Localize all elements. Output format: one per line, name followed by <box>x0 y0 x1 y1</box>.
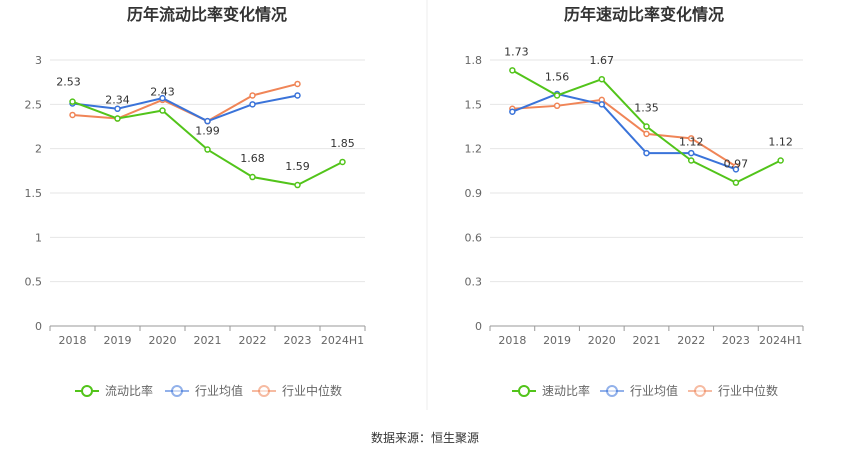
data-label: 1.12 <box>768 135 793 148</box>
x-tick-label: 2021 <box>194 334 222 347</box>
legend-item[interactable]: 行业中位数 <box>252 383 342 398</box>
data-point <box>204 146 211 153</box>
legend-marker <box>694 385 706 397</box>
data-label: 2.43 <box>150 86 175 99</box>
data-point <box>159 107 166 114</box>
y-tick-label: 2 <box>35 143 42 156</box>
y-tick-label: 1.8 <box>465 54 483 67</box>
y-tick-label: 0.3 <box>465 276 483 289</box>
y-tick-label: 0.6 <box>465 231 483 244</box>
x-tick-label: 2021 <box>633 334 661 347</box>
legend-marker <box>518 385 530 397</box>
series-line <box>72 94 298 123</box>
chart-title: 历年速动比率变化情况 <box>564 5 724 24</box>
y-tick-label: 0.9 <box>465 187 483 200</box>
data-point <box>294 181 301 189</box>
data-point <box>643 130 650 138</box>
data-label: 1.56 <box>545 70 570 83</box>
data-point <box>687 135 695 142</box>
chart-title: 历年流动比率变化情况 <box>127 5 287 24</box>
data-point <box>69 98 76 105</box>
data-point <box>509 67 516 74</box>
data-point <box>294 80 301 88</box>
y-tick-label: 0.5 <box>25 276 43 289</box>
data-point <box>249 92 256 99</box>
data-point <box>114 105 121 113</box>
legend-label: 行业均值 <box>195 383 243 398</box>
data-point <box>204 117 211 125</box>
data-point <box>339 158 346 166</box>
data-label: 1.35 <box>634 102 659 115</box>
data-label: 1.73 <box>504 45 529 58</box>
y-tick-label: 1.5 <box>25 187 43 200</box>
y-tick-label: 1.5 <box>465 98 483 111</box>
legend-label: 速动比率 <box>542 383 590 398</box>
x-tick-label: 2019 <box>104 334 132 347</box>
legend-label: 流动比率 <box>105 383 153 398</box>
legend-marker <box>258 385 270 397</box>
x-tick-label: 2020 <box>149 334 177 347</box>
x-tick-label: 2020 <box>588 334 616 347</box>
legend-item[interactable]: 速动比率 <box>512 383 590 398</box>
data-label: 1.12 <box>679 135 704 148</box>
data-point <box>69 111 76 119</box>
x-tick-label: 2023 <box>722 334 750 347</box>
legend-marker <box>171 385 183 397</box>
data-point <box>509 108 516 115</box>
data-label: 1.68 <box>240 152 265 165</box>
x-tick-label: 2022 <box>239 334 267 347</box>
legend-label: 行业均值 <box>630 383 678 398</box>
data-point <box>643 123 650 130</box>
data-point <box>114 115 121 122</box>
series-line <box>511 92 737 171</box>
x-tick-label: 2024H1 <box>759 334 802 347</box>
x-tick-label: 2022 <box>677 334 705 347</box>
data-label: 1.99 <box>195 125 220 138</box>
data-label: 1.59 <box>285 160 310 173</box>
data-point <box>777 157 784 164</box>
y-tick-label: 0 <box>35 320 42 333</box>
data-label: 2.34 <box>105 94 130 107</box>
data-label: 1.67 <box>590 54 615 67</box>
series-line <box>512 98 737 168</box>
data-point <box>553 92 561 99</box>
y-tick-label: 1.2 <box>465 143 483 156</box>
data-label: 2.53 <box>56 76 81 89</box>
data-point <box>598 75 606 83</box>
x-tick-label: 2018 <box>59 334 87 347</box>
data-label: 1.85 <box>330 137 355 150</box>
data-point <box>732 166 740 173</box>
data-point <box>643 149 650 157</box>
data-point <box>249 173 256 181</box>
data-point <box>687 149 695 157</box>
data-point <box>294 92 301 99</box>
data-source-note: 数据来源：恒生聚源 <box>370 431 479 445</box>
y-tick-label: 0 <box>475 320 482 333</box>
data-point <box>159 94 166 102</box>
data-point <box>553 102 561 110</box>
x-tick-label: 2018 <box>498 334 526 347</box>
legend-marker <box>606 385 618 397</box>
x-tick-label: 2024H1 <box>321 334 364 347</box>
data-point <box>687 157 695 164</box>
data-label: 0.97 <box>724 158 749 171</box>
legend-label: 行业中位数 <box>718 383 778 398</box>
y-tick-label: 1 <box>35 231 42 244</box>
y-tick-label: 3 <box>35 54 42 67</box>
legend-item[interactable]: 行业均值 <box>600 383 678 398</box>
data-point <box>732 179 740 186</box>
y-tick-label: 2.5 <box>25 98 43 111</box>
legend-item[interactable]: 行业均值 <box>165 383 243 398</box>
legend-item[interactable]: 流动比率 <box>75 383 153 398</box>
x-tick-label: 2019 <box>543 334 571 347</box>
chart-2: 历年速动比率变化情况 0 0.3 0.6 0.9 1.2 1.5 1.8 2018 2019 202… <box>465 5 804 398</box>
legend-marker <box>81 385 93 397</box>
legend-label: 行业中位数 <box>282 383 342 398</box>
legend-item[interactable]: 行业中位数 <box>688 383 778 398</box>
data-point <box>598 101 606 108</box>
data-point <box>249 101 256 108</box>
x-tick-label: 2023 <box>284 334 312 347</box>
